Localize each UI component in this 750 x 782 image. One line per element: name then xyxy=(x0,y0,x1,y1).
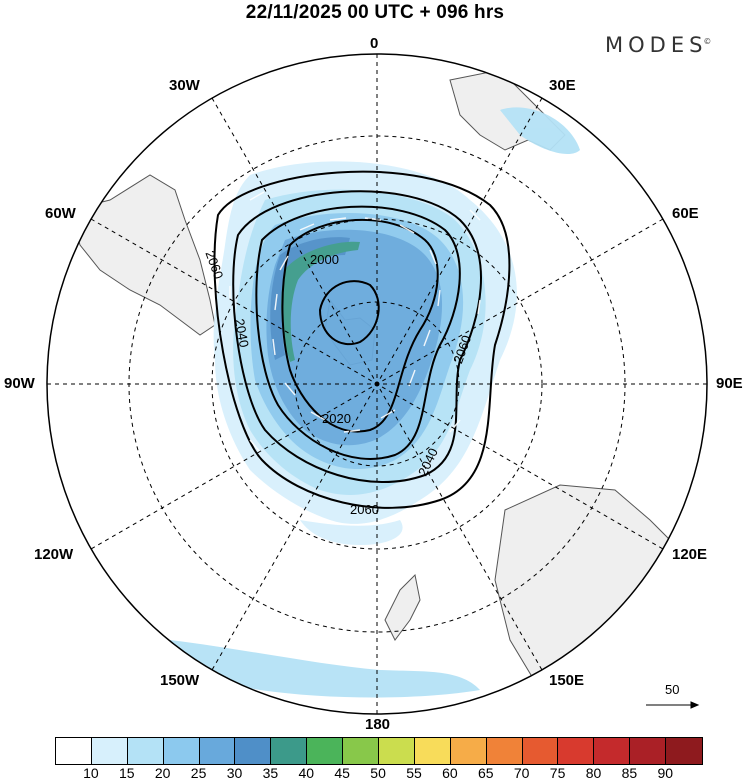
low-centre-contour xyxy=(318,280,380,346)
height-contours xyxy=(213,170,511,509)
lon-label-90e: 90E xyxy=(716,375,743,392)
colorbar-label: 60 xyxy=(442,765,458,781)
wind-scale-arrow xyxy=(646,701,700,709)
lon-label-120w: 120W xyxy=(34,546,74,563)
lon-label-60e: 60E xyxy=(672,205,699,222)
colorbar-label: 80 xyxy=(585,765,602,781)
colorbar-swatch xyxy=(630,738,667,764)
colorbar-label: 45 xyxy=(334,765,350,781)
colorbar-swatch xyxy=(163,738,200,764)
colorbar-label: 40 xyxy=(298,765,315,781)
colorbar-label: 75 xyxy=(549,765,566,781)
colorbar-swatch xyxy=(486,738,523,764)
colorbar-label: 65 xyxy=(478,765,494,781)
colorbar-label: 15 xyxy=(119,765,135,781)
colorbar-label: 55 xyxy=(406,765,422,781)
colorbar-swatch xyxy=(379,738,415,764)
colorbar-label: 20 xyxy=(154,765,171,781)
wind-scale-value: 50 xyxy=(665,682,680,697)
colorbar-label: 70 xyxy=(513,765,530,781)
map-boundary xyxy=(46,53,708,715)
colorbar-swatch xyxy=(307,738,344,764)
colorbar-swatch xyxy=(666,738,703,764)
lon-label-150e: 150E xyxy=(549,672,585,689)
colorbar-label: 90 xyxy=(657,765,674,781)
lon-label-0: 0 xyxy=(370,35,379,52)
contour-label-2000: 2000 xyxy=(310,252,339,267)
colorbar-label: 50 xyxy=(370,765,386,781)
lon-label-30e: 30E xyxy=(549,77,576,94)
contour-label-2020: 2020 xyxy=(322,411,351,426)
colorbar-swatch xyxy=(271,738,308,764)
colorbar-swatch xyxy=(91,738,128,764)
colorbar-label: 35 xyxy=(262,765,279,781)
lon-label-180: 180 xyxy=(365,716,391,733)
contour-label-2060-south: 2060 xyxy=(350,502,379,517)
map-title: 22/11/2025 00 UTC + 096 hrs xyxy=(245,2,505,23)
colorbar-swatch xyxy=(56,738,92,764)
lon-label-90w: 90W xyxy=(4,375,35,392)
land-new-zealand xyxy=(384,573,421,641)
lon-label-30w: 30W xyxy=(169,77,200,94)
colorbar-label: 25 xyxy=(190,765,207,781)
colorbar-swatch xyxy=(594,738,631,764)
colorbar-labels: 10 15 20 25 30 35 40 45 50 55 60 65 70 75 80 85 90 xyxy=(0,765,750,781)
wind-vectors xyxy=(229,191,481,453)
colorbar-swatch xyxy=(450,738,487,764)
lon-label-120e: 120E xyxy=(672,546,708,563)
colorbar-label: 85 xyxy=(621,765,638,781)
colorbar-swatch xyxy=(235,738,272,764)
colorbar-swatch xyxy=(127,738,164,764)
colorbar-swatch xyxy=(343,738,380,764)
colorbar-swatch xyxy=(522,738,559,764)
colorbar-swatch xyxy=(558,738,595,764)
lon-label-150w: 150W xyxy=(160,672,200,689)
brand-logo: MODES© xyxy=(605,33,715,57)
brand-mark: © xyxy=(703,37,712,46)
colorbar xyxy=(55,737,704,765)
lon-label-60w: 60W xyxy=(45,205,76,222)
colorbar-swatch xyxy=(414,738,451,764)
brand-name: MODES xyxy=(605,33,708,57)
colorbar-label: 30 xyxy=(226,765,243,781)
contour-label-2040-west: 2040 xyxy=(232,317,252,348)
colorbar-swatch xyxy=(199,738,236,764)
colorbar-label: 10 xyxy=(83,765,99,781)
